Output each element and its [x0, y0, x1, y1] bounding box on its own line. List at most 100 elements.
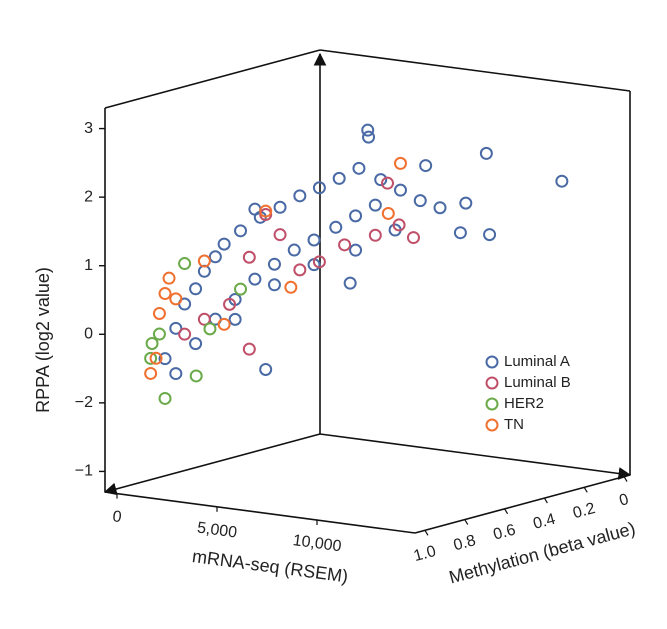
point [413, 194, 427, 208]
point [368, 228, 382, 242]
box-edge [103, 433, 321, 496]
point [392, 218, 406, 232]
point [343, 276, 357, 290]
point [145, 336, 159, 350]
point [287, 243, 301, 257]
point [483, 228, 497, 242]
point [361, 123, 375, 137]
y-tick-label: 3 [84, 120, 93, 137]
x-tick-label: 5,000 [196, 519, 238, 541]
point [189, 282, 203, 296]
box-edge [414, 474, 631, 534]
point [312, 181, 326, 195]
legend-label: Luminal A [504, 353, 570, 370]
legend-marker [485, 376, 499, 390]
z-tick [543, 497, 548, 504]
point [169, 321, 183, 335]
point [555, 174, 569, 188]
y-tick-label: 0 [84, 326, 93, 343]
z-tick [623, 476, 628, 482]
point [284, 280, 298, 294]
point [189, 369, 203, 383]
point [203, 322, 217, 336]
x-tick-label: 10,000 [292, 532, 343, 555]
point [169, 292, 183, 306]
point [293, 263, 307, 277]
legend-label: Luminal B [504, 374, 571, 391]
z-tick [583, 487, 588, 493]
z-tick-label: 0.6 [492, 521, 518, 543]
y-axis-label: RPPA (log2 value) [33, 267, 53, 413]
point [312, 255, 326, 269]
point [144, 366, 158, 380]
point [368, 198, 382, 212]
point [393, 156, 407, 170]
y-tick-label: −2 [75, 394, 93, 411]
point [406, 231, 420, 245]
point [234, 224, 248, 238]
point [362, 130, 376, 144]
legend-marker [485, 397, 499, 411]
legend-label: TN [504, 416, 524, 433]
point [259, 362, 273, 376]
point [158, 391, 172, 405]
point [273, 228, 287, 242]
point [433, 201, 447, 215]
point [293, 189, 307, 203]
point [267, 257, 281, 271]
box-edge [319, 49, 631, 92]
point [273, 200, 287, 214]
y-tick-label: −1 [75, 463, 93, 480]
point [381, 176, 395, 190]
point [223, 297, 237, 311]
point [459, 196, 473, 210]
point [453, 226, 467, 240]
point [228, 312, 242, 326]
point [374, 173, 388, 187]
point [234, 282, 248, 296]
plot-area [144, 123, 569, 405]
x-tick-label: 0 [112, 508, 123, 526]
z-tick-label: 0.4 [531, 511, 557, 533]
point [248, 272, 262, 286]
y-tick-label: 1 [84, 257, 93, 274]
point [189, 337, 203, 351]
z-tick-label: 0.8 [452, 532, 478, 554]
box-edge [319, 433, 632, 480]
point [242, 250, 256, 264]
point [178, 257, 192, 271]
legend-label: HER2 [504, 395, 544, 412]
point [217, 317, 231, 331]
z-tick [464, 519, 469, 525]
point [352, 161, 366, 175]
point [242, 342, 256, 356]
y-tick-label: 2 [84, 188, 93, 205]
point [208, 250, 222, 264]
point [144, 351, 158, 365]
point [479, 146, 493, 160]
point [158, 352, 172, 366]
point [197, 254, 211, 268]
z-tick [504, 508, 509, 515]
legend-marker [485, 418, 499, 432]
point [162, 271, 176, 285]
point [217, 237, 231, 251]
point [149, 351, 163, 365]
point [169, 367, 183, 381]
point [338, 238, 352, 252]
point [178, 327, 192, 341]
point [393, 183, 407, 197]
z-tick-label: 1.0 [412, 543, 438, 565]
z-tick-label: 0 [617, 491, 630, 510]
point [267, 278, 281, 292]
box-edge [104, 491, 416, 534]
point [349, 243, 363, 257]
point [329, 220, 343, 234]
point [349, 209, 363, 223]
legend-marker [485, 355, 499, 369]
z-tick-label: 0.2 [571, 500, 597, 522]
point [152, 306, 166, 320]
point [158, 287, 172, 301]
